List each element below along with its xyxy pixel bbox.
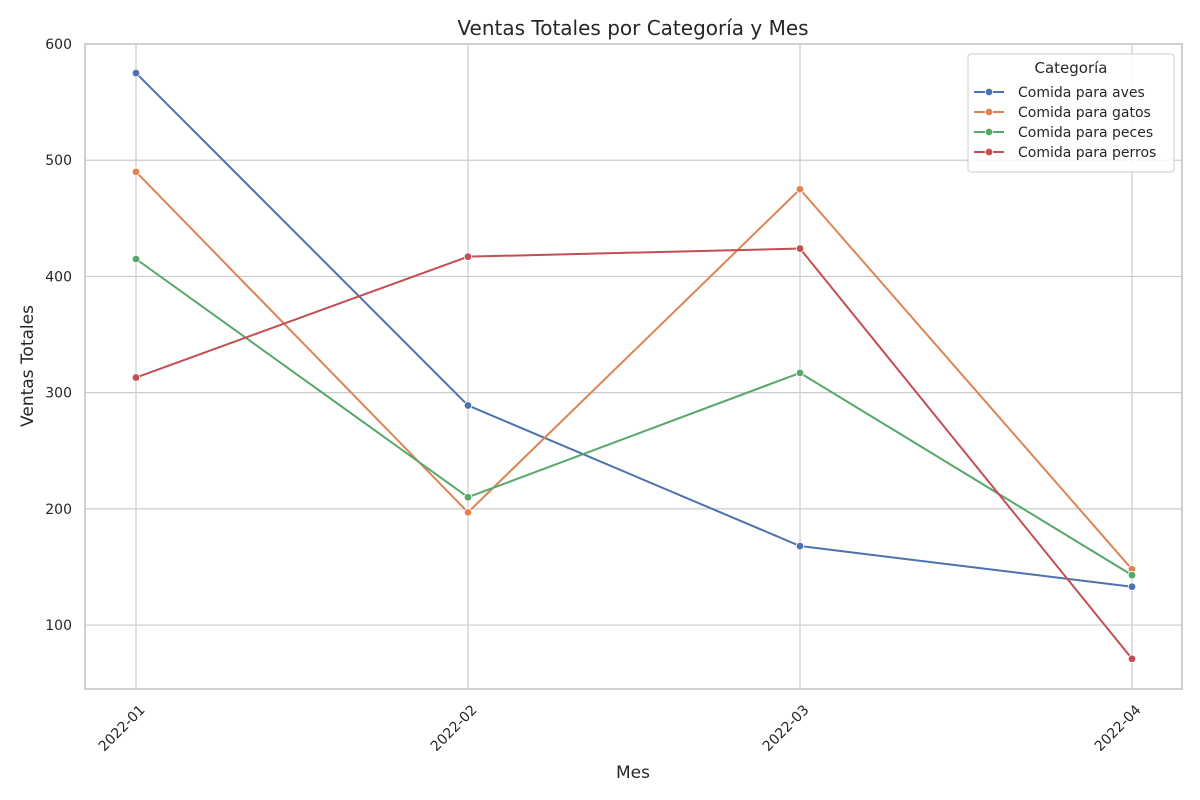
data-point (795, 368, 805, 378)
y-tick-label: 200 (45, 502, 72, 518)
series-line (135, 72, 1133, 588)
data-point (463, 493, 473, 502)
data-point (463, 252, 473, 261)
legend-marker (984, 107, 994, 117)
data-point (1127, 654, 1137, 663)
legend-item: Comida para gatos (974, 105, 1151, 121)
legend-label: Comida para perros (1018, 145, 1156, 161)
x-tick-label: 2022-02 (428, 702, 481, 755)
y-tick-label: 300 (45, 386, 72, 402)
y-tick-label: 500 (45, 153, 72, 169)
data-point (131, 167, 141, 177)
legend-marker (984, 147, 994, 157)
legend-frame (967, 53, 1175, 173)
series-line (135, 171, 1133, 570)
y-tick-label: 100 (45, 618, 72, 634)
data-point (131, 254, 141, 264)
data-point (1127, 582, 1137, 591)
x-tick-label: 2022-01 (96, 702, 149, 755)
data-point (795, 541, 805, 551)
y-tick-labels: 100 200 300 400 500 600 (45, 37, 72, 634)
legend-marker (984, 127, 994, 137)
y-tick-label: 400 (45, 269, 72, 285)
series-3 (131, 254, 1137, 580)
series-4 (131, 244, 1137, 663)
legend-item: Comida para perros (974, 145, 1156, 161)
plot-frame (84, 43, 1183, 690)
data-point (1127, 570, 1137, 580)
legend-marker (984, 87, 994, 97)
x-tick-label: 2022-04 (1092, 702, 1145, 755)
chart-title: Ventas Totales por Categoría y Mes (457, 16, 808, 40)
y-axis-label: Ventas Totales (18, 305, 38, 427)
legend-item: Comida para peces (974, 125, 1153, 141)
x-tick-label: 2022-03 (760, 702, 813, 755)
series-layer (131, 68, 1137, 663)
series-2 (131, 167, 1137, 574)
data-point (131, 68, 141, 78)
legend-label: Comida para aves (1018, 85, 1145, 101)
legend-title: Categoría (1034, 59, 1107, 77)
series-line (135, 247, 1133, 660)
data-point (795, 244, 805, 253)
y-tick-label: 600 (45, 37, 72, 53)
x-tick-labels: 2022-01 2022-02 2022-03 2022-04 (96, 702, 1145, 755)
legend: Categoría Comida para aves Comida para ga… (967, 53, 1175, 173)
data-point (795, 185, 805, 194)
data-point (463, 508, 473, 517)
legend-item: Comida para aves (974, 85, 1145, 101)
legend-items: Comida para aves Comida para gatos Comida … (974, 85, 1156, 161)
legend-label: Comida para peces (1018, 125, 1153, 141)
x-axis-label: Mes (616, 763, 650, 783)
data-point (131, 373, 141, 382)
data-point (463, 401, 473, 410)
series-1 (131, 68, 1137, 591)
legend-label: Comida para gatos (1018, 105, 1151, 121)
series-line (135, 258, 1133, 576)
